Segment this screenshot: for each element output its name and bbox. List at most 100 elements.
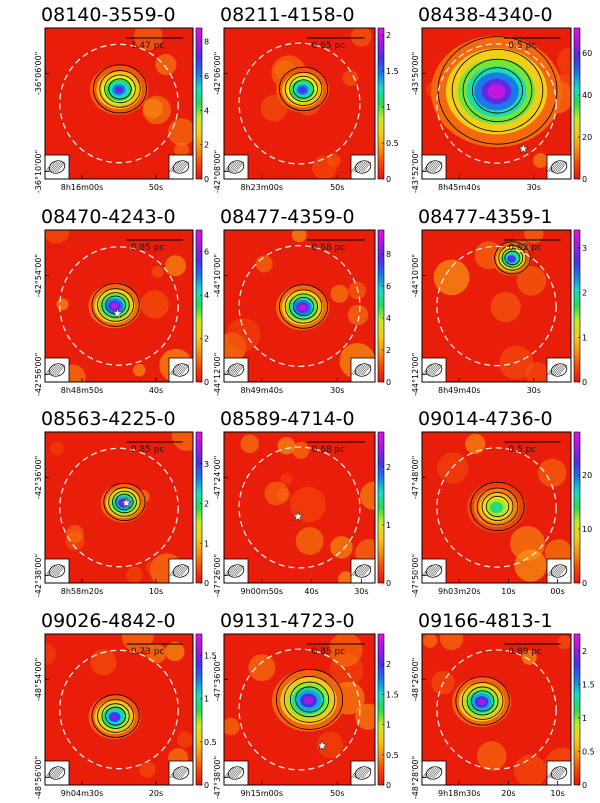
scale-bar-label: 0.68 pc [312,445,346,455]
colorbar-tick-label: 0 [204,175,209,184]
y-tick-label: -44°12'00" [411,353,420,396]
field-circle [436,649,557,770]
colorbar-tick-label: 0 [204,781,209,790]
scale-bar-label: 0.73 pc [131,647,165,657]
panel-08211-4158-0: 08211-4158-0 0.65 pc 8h23m00s 50s -42°06'00"… [213,4,399,193]
colorbar-tick-label: 0 [582,579,587,588]
x-tick-label: 30s [354,587,368,596]
scale-bar-label: 0.65 pc [312,41,346,51]
panel-title: 08589-4714-0 [220,408,355,430]
y-tick-label: -42°08'00" [213,150,222,193]
colorbar-tick-label: 2 [386,346,391,355]
colorbar-tick-label: 1.5 [582,680,595,689]
y-tick-label: -36°10'00" [34,150,43,193]
y-tick-label: -44°10'00" [411,254,420,297]
field-circle [59,447,179,568]
x-tick-label: 9h15m00s [241,789,283,798]
intensity-map [224,230,375,382]
panel-09026-4842-0: 09026-4842-0 0.73 pc 9h04m30s 20s -48°54'00"… [34,610,217,799]
panel-title: 09166-4813-1 [418,610,553,632]
colorbar [195,431,203,584]
panel-title: 08438-4340-0 [418,4,553,26]
y-tick-label: -42°06'00" [213,52,222,95]
colorbar-tick-label: 1.5 [386,67,399,76]
scale-bar-label: 0.85 pc [131,243,165,253]
colorbar-tick-label: 0 [582,175,587,184]
panel-title: 09131-4723-0 [220,610,355,632]
intensity-map [422,28,571,179]
panel-09014-4736-0: 09014-4736-0 0.5 pc 9h03m20s 10s 00s -47°48'0… [411,408,592,597]
field-circle [59,649,179,770]
field-circle [238,648,361,771]
scale-bar-label: 0.85 pc [312,647,346,657]
y-tick-label: -43°50'00" [411,52,420,95]
y-tick-label: -47°24'00" [213,456,222,499]
colorbar-tick-label: 2 [386,660,391,669]
star-marker [517,142,529,154]
colorbar-tick-label: 2 [204,500,209,509]
field-circle [238,446,361,569]
colorbar-tick-label: 0 [386,175,391,184]
field-circle [436,447,557,568]
star-marker [316,739,328,751]
x-tick-label: 10s [149,587,163,596]
x-tick-label: 20s [149,789,163,798]
panel-title: 08563-4225-0 [41,408,176,430]
colorbar-tick-label: 0 [204,579,209,588]
x-tick-label: 8h49m40s [438,386,480,395]
colorbar-tick-label: 1 [386,103,391,112]
x-tick-label: 8h48m50s [61,386,103,395]
panel-08140-3559-0: 08140-3559-0 1.47 pc 8h16m00s 50s -36°06'00"… [34,4,209,193]
colorbar-tick-label: 0.5 [386,139,399,148]
colorbar-tick-label: 1.5 [386,690,399,699]
colorbar-tick-label: 60 [582,49,592,58]
y-tick-label: -47°26'00" [213,554,222,597]
colorbar-tick-label: 0 [386,378,391,387]
y-tick-label: -47°48'00" [411,456,420,499]
colorbar-tick-label: 8 [204,38,209,47]
scale-bar-label: 0.5 pc [508,445,536,455]
colorbar [573,633,581,786]
x-tick-label: 00s [550,587,564,596]
y-tick-label: -42°38'00" [34,554,43,597]
panel-09166-4813-1: 09166-4813-1 0.89 pc 9h18m30s 20s 10s -48°26'… [411,610,595,799]
intensity-map [224,28,375,179]
colorbar-tick-label: 20 [582,133,592,142]
x-tick-label: 10s [550,789,564,798]
y-tick-label: -43°52'00" [411,150,420,193]
scale-bar-label: 0.68 pc [312,243,346,253]
panel-title: 09014-4736-0 [418,408,553,430]
x-tick-label: 8h16m00s [61,183,103,192]
x-tick-label: 50s [330,789,344,798]
colorbar-tick-label: 2 [582,647,587,656]
colorbar-tick-label: 6 [204,248,209,257]
colorbar [573,229,581,383]
colorbar-tick-label: 4 [204,291,209,300]
x-tick-label: 30s [527,183,541,192]
panel-title: 09026-4842-0 [41,610,176,632]
panel-08477-4359-0: 08477-4359-0 0.68 pc 8h49m40s 30s -44°10'00"… [213,206,391,396]
intensity-map [45,432,193,583]
x-tick-label: 9h00m50s [241,587,283,596]
x-tick-label: 20s [501,789,515,798]
colorbar [195,27,203,180]
x-tick-label: 50s [330,183,344,192]
star-marker [292,510,304,522]
y-tick-label: -44°12'00" [213,353,222,396]
colorbar-tick-label: 1 [386,721,391,730]
x-tick-label: 8h58m20s [61,587,103,596]
y-tick-label: -48°26'00" [411,658,420,701]
colorbar-tick-label: 6 [204,72,209,81]
field-circle [436,43,557,164]
field-circle [238,42,361,165]
colorbar-tick-label: 2 [204,335,209,344]
colorbar-tick-label: 2 [386,31,391,40]
field-circle [59,246,179,366]
panel-08563-4225-0: 08563-4225-0 0.85 pc 8h58m20s 10s -42°36'00"… [34,408,209,597]
colorbar [377,27,385,180]
x-tick-label: 10s [501,587,515,596]
y-tick-label: -36°06'00" [34,52,43,95]
x-tick-label: 8h45m40s [438,183,480,192]
x-tick-label: 30s [330,386,344,395]
colorbar-tick-label: 0 [582,781,587,790]
